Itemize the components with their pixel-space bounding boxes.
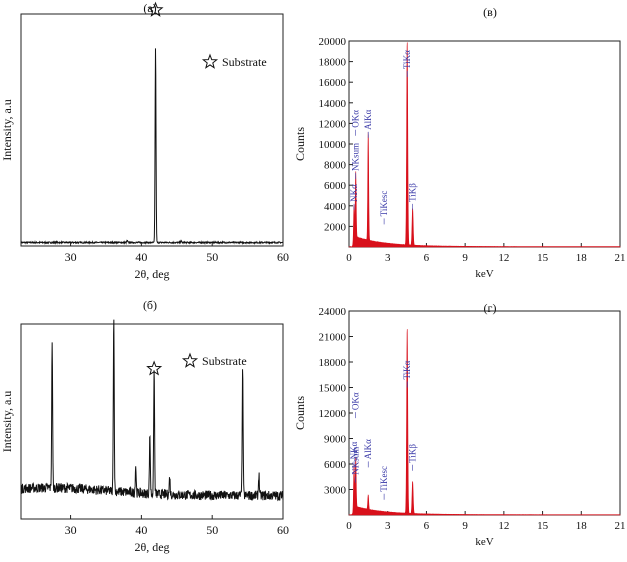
x-tick-label: 0 <box>346 252 352 264</box>
x-tick-label: 21 <box>615 520 626 532</box>
x-tick-label: 60 <box>277 523 289 537</box>
legend-label: Substrate <box>202 354 247 368</box>
panel-label: (б) <box>143 298 157 312</box>
x-tick-label: 40 <box>135 523 147 537</box>
x-tick-label: 18 <box>576 520 588 532</box>
x-tick-label: 9 <box>462 520 468 532</box>
chart-panel-v: (в) 2000 4000 6000 8000 10000 12000 14000 16000 1… <box>293 5 626 280</box>
peak-label: NKsum <box>351 447 361 475</box>
x-axis-label: keV <box>475 536 493 548</box>
xrd-trace <box>20 319 284 502</box>
y-tick-label: 24000 <box>319 306 347 318</box>
y-tick-label: 9000 <box>324 434 347 446</box>
panel-label: (в) <box>483 5 497 19</box>
x-tick-label: 21 <box>615 252 626 264</box>
peak-label: TiKβ <box>408 183 418 202</box>
y-tick-label: 16000 <box>319 77 347 89</box>
legend-label: Substrate <box>222 55 267 69</box>
x-tick-label: 3 <box>385 520 391 532</box>
x-tick-label: 15 <box>537 520 549 532</box>
y-tick-label: 18000 <box>319 57 347 69</box>
plot-frame <box>348 40 621 248</box>
y-tick-label: 6000 <box>324 180 347 192</box>
substrate-peak-marker <box>147 1 164 17</box>
y-tick-label: 15000 <box>319 383 347 395</box>
peak-label: NKα <box>349 184 359 202</box>
y-axis-label: Counts <box>293 396 307 430</box>
x-tick-label: 15 <box>537 252 549 264</box>
y-tick-label: 20000 <box>319 36 347 48</box>
x-tick-label: 18 <box>576 252 588 264</box>
x-tick-label: 50 <box>206 523 218 537</box>
x-tick-label: 50 <box>206 250 218 264</box>
y-tick-label: 21000 <box>319 332 347 344</box>
panel-label: (г) <box>484 301 497 315</box>
y-tick-label: 6000 <box>324 459 347 471</box>
peak-label: TiKesc <box>379 191 389 217</box>
x-axis-label: 2θ, deg <box>134 540 169 554</box>
x-axis-label: 2θ, deg <box>134 267 169 281</box>
y-tick-label: 14000 <box>319 98 347 110</box>
peak-label: NKα <box>349 441 359 459</box>
y-tick-label: 12000 <box>319 118 347 130</box>
substrate-peak-marker <box>146 360 163 376</box>
x-axis-label: keV <box>475 268 493 280</box>
y-axis-label: Intensity, a.u <box>0 391 14 453</box>
legend-star-icon <box>201 53 219 69</box>
eds-spectrum <box>348 329 621 516</box>
plot-frame <box>348 310 621 516</box>
x-tick-label: 40 <box>135 250 147 264</box>
plot-frame <box>20 13 284 247</box>
x-tick-label: 3 <box>385 252 391 264</box>
peak-label: AlKα <box>363 109 373 129</box>
peak-label: TiKesc <box>379 466 389 492</box>
y-tick-label: 2000 <box>324 221 347 233</box>
eds-spectrum <box>348 42 621 248</box>
legend-star-icon <box>181 352 199 368</box>
peak-label: NKsum <box>351 143 361 171</box>
chart-panel-b: (б) 30 40 50 60 2θ, deg Intensity, a.u Substrat… <box>0 298 289 554</box>
x-tick-label: 30 <box>65 523 77 537</box>
y-axis-label: Counts <box>293 127 307 161</box>
x-tick-label: 0 <box>346 520 352 532</box>
y-tick-label: 3000 <box>324 485 347 497</box>
chart-panel-g: (г) 3000 6000 9000 12000 15000 18000 21000 24000… <box>293 301 626 548</box>
x-tick-label: 12 <box>498 252 509 264</box>
x-tick-label: 6 <box>424 252 430 264</box>
y-tick-label: 18000 <box>319 357 347 369</box>
x-tick-label: 12 <box>498 520 509 532</box>
x-tick-label: 30 <box>65 250 77 264</box>
x-tick-label: 60 <box>277 250 289 264</box>
y-tick-label: 10000 <box>319 139 347 151</box>
y-tick-label: 4000 <box>324 201 347 213</box>
xrd-trace <box>20 48 284 246</box>
peak-label: OKα <box>351 110 361 128</box>
peak-label: AlKα <box>363 439 373 459</box>
peak-label: OKα <box>351 392 361 410</box>
peak-label: TiKα <box>402 50 412 69</box>
x-tick-label: 6 <box>424 520 430 532</box>
peak-label: TiKα <box>402 360 412 379</box>
x-tick-label: 9 <box>462 252 468 264</box>
y-tick-label: 8000 <box>324 160 347 172</box>
peak-label: TiKβ <box>408 444 418 463</box>
y-axis-label: Intensity, a.u <box>0 99 14 161</box>
y-tick-label: 12000 <box>319 408 347 420</box>
plot-frame <box>20 323 284 520</box>
